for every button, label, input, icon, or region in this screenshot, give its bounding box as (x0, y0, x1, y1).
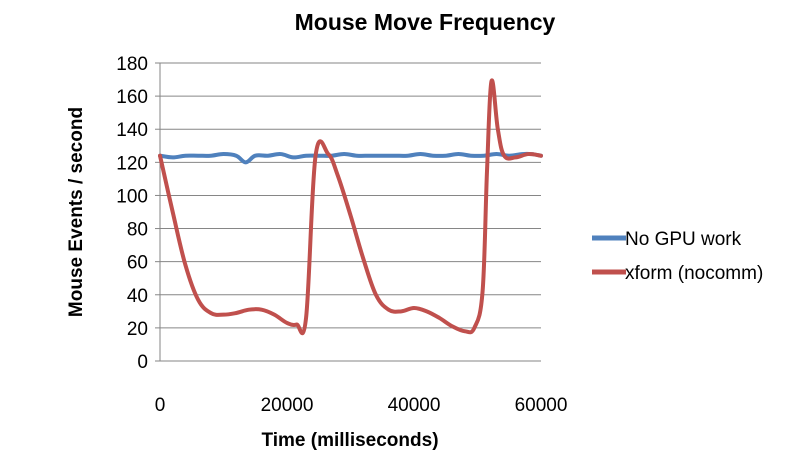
y-tick-label: 40 (127, 286, 148, 307)
x-tick-label: 40000 (388, 395, 441, 416)
legend-label: xform (nocomm) (625, 263, 763, 284)
legend-label: No GPU work (625, 229, 742, 250)
x-axis-title: Time (milliseconds) (261, 430, 438, 451)
y-axis-title: Mouse Events / second (66, 107, 87, 317)
y-tick-label: 180 (116, 54, 148, 75)
x-tick-label: 20000 (261, 395, 314, 416)
chart-title: Mouse Move Frequency (295, 9, 556, 35)
x-axis-tick-labels: 0 20000 40000 60000 (155, 395, 568, 416)
x-tick-label: 60000 (515, 395, 568, 416)
y-tick-label: 0 (137, 352, 148, 373)
series-line-0 (158, 151, 543, 165)
y-tick-label: 140 (116, 120, 148, 141)
axes (155, 62, 541, 362)
y-tick-label: 60 (127, 253, 148, 274)
y-tick-label: 80 (127, 220, 148, 241)
series-lines (158, 78, 543, 336)
y-tick-label: 100 (116, 186, 148, 207)
y-axis-tick-labels: 0 20 40 60 80 100 120 140 160 180 (116, 54, 148, 373)
series-line-1 (158, 78, 543, 336)
gridlines (160, 62, 541, 329)
y-tick-label: 20 (127, 319, 148, 340)
y-tick-label: 160 (116, 87, 148, 108)
y-tick-label: 120 (116, 153, 148, 174)
x-tick-label: 0 (155, 395, 166, 416)
legend: No GPU work xform (nocomm) (592, 229, 763, 284)
